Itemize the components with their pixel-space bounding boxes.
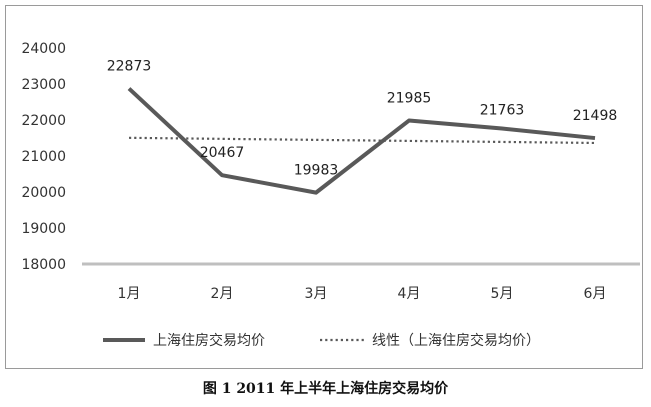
data-label: 19983 xyxy=(294,163,339,179)
data-label: 22873 xyxy=(107,59,152,75)
figure-caption: 图 1 2011 年上半年上海住房交易均价 xyxy=(202,381,449,397)
x-tick-label: 2月 xyxy=(211,286,234,302)
series-layer xyxy=(127,87,596,195)
data-label: 21985 xyxy=(387,91,432,107)
y-tick-label: 23000 xyxy=(21,77,66,93)
legend-label-trendline: 线性（上海住房交易均价） xyxy=(372,332,540,349)
x-tick-label: 4月 xyxy=(398,286,421,302)
y-tick-label: 24000 xyxy=(21,41,66,57)
legend-label-series: 上海住房交易均价 xyxy=(153,332,265,349)
y-tick-label: 22000 xyxy=(21,113,66,129)
y-tick-label: 20000 xyxy=(21,185,66,201)
trendline-linear xyxy=(128,136,596,145)
legend: 上海住房交易均价 线性（上海住房交易均价） xyxy=(103,332,540,349)
x-tick-label: 6月 xyxy=(584,286,607,302)
x-tick-label: 5月 xyxy=(491,286,514,302)
y-axis-ticks: 24000 23000 22000 21000 20000 19000 18000 xyxy=(21,41,66,273)
series-line-price xyxy=(127,87,596,195)
data-labels: 22873 20467 19983 21985 21763 21498 xyxy=(107,59,618,179)
y-tick-label: 18000 xyxy=(21,257,66,273)
x-tick-label: 1月 xyxy=(118,286,141,302)
y-tick-label: 21000 xyxy=(21,149,66,165)
x-tick-label: 3月 xyxy=(305,286,328,302)
data-label: 21763 xyxy=(480,103,525,119)
data-label: 21498 xyxy=(573,108,618,124)
x-axis-ticks: 1月 2月 3月 4月 5月 6月 xyxy=(118,286,607,302)
line-chart: 24000 23000 22000 21000 20000 19000 18000 1月 2月… xyxy=(21,41,640,349)
data-label: 20467 xyxy=(200,145,245,161)
y-tick-label: 19000 xyxy=(21,221,66,237)
